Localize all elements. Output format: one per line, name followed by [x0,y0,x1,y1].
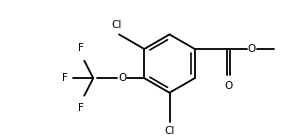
Text: F: F [62,73,67,83]
Text: F: F [78,43,84,53]
Text: O: O [225,81,233,91]
Text: Cl: Cl [111,20,122,30]
Text: Cl: Cl [164,126,175,136]
Text: O: O [118,73,126,83]
Text: O: O [247,44,256,54]
Text: F: F [78,103,84,113]
